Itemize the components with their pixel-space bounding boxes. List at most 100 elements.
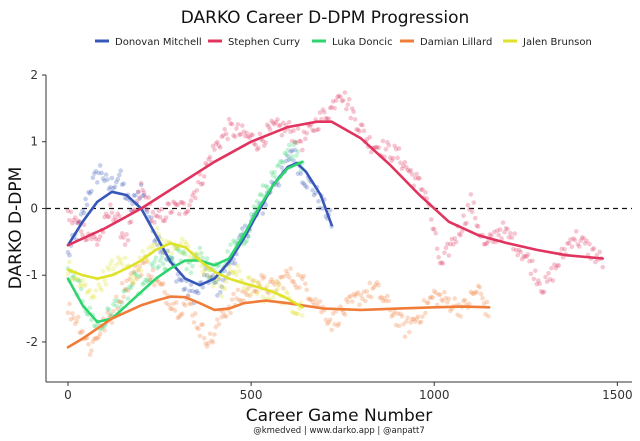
data-point (105, 177, 110, 182)
data-point (414, 316, 419, 321)
data-point (339, 98, 345, 104)
data-point (450, 242, 456, 247)
data-point (505, 226, 510, 232)
data-point (175, 202, 181, 207)
data-point (247, 135, 252, 140)
data-point (342, 90, 348, 95)
data-point (226, 271, 232, 276)
data-point (294, 285, 299, 291)
data-point (264, 283, 270, 288)
data-point (140, 193, 145, 198)
data-point (300, 313, 305, 318)
data-point (269, 179, 274, 185)
data-point (96, 282, 102, 287)
data-point (244, 287, 250, 293)
data-point (456, 231, 462, 237)
data-point (465, 202, 471, 208)
data-point (198, 250, 204, 256)
data-point (131, 270, 137, 276)
data-point (146, 273, 151, 278)
data-point (260, 138, 266, 144)
data-point (346, 294, 352, 300)
data-point (292, 139, 298, 145)
data-point (401, 163, 406, 169)
data-point (209, 338, 214, 343)
legend-item-stephen-curry: Stephen Curry (208, 37, 300, 48)
data-point (440, 298, 446, 304)
data-point (503, 225, 509, 231)
data-point (196, 290, 201, 296)
data-point (77, 278, 82, 284)
data-point (80, 232, 85, 238)
data-point (92, 336, 97, 342)
data-point (409, 316, 415, 322)
data-point (594, 252, 600, 258)
data-point (122, 255, 128, 261)
data-point (114, 294, 119, 300)
data-point (90, 175, 96, 181)
data-point (118, 234, 124, 240)
data-point (156, 232, 162, 237)
data-point (191, 190, 197, 195)
data-point (294, 153, 299, 158)
data-point (335, 323, 340, 328)
data-point (194, 188, 200, 193)
data-point (244, 238, 250, 244)
data-point (89, 188, 94, 194)
data-point (65, 310, 71, 316)
data-point (121, 235, 126, 240)
data-point (437, 260, 443, 266)
data-point (237, 132, 242, 138)
data-point (472, 215, 478, 221)
data-point (256, 280, 261, 286)
data-point (426, 300, 431, 306)
data-point (363, 298, 368, 304)
data-point (131, 193, 137, 198)
data-point (212, 332, 217, 337)
data-point (200, 255, 206, 261)
data-point (181, 301, 187, 306)
data-point (283, 152, 289, 157)
data-point (574, 229, 579, 234)
data-point (467, 207, 472, 212)
data-point (179, 236, 185, 242)
legend-label: Stephen Curry (228, 37, 300, 48)
data-point (124, 287, 129, 292)
data-point (251, 278, 257, 284)
data-point (115, 255, 121, 260)
data-point (216, 321, 222, 327)
data-point (150, 209, 156, 215)
data-point (241, 241, 247, 247)
data-point (160, 281, 166, 286)
data-point (286, 275, 292, 280)
data-point (279, 274, 285, 280)
data-point (138, 182, 144, 188)
data-point (74, 275, 80, 281)
data-point (89, 295, 94, 301)
data-point (327, 105, 333, 111)
data-point (254, 147, 260, 152)
data-point (314, 301, 320, 306)
data-point (181, 201, 187, 206)
data-point (289, 278, 295, 284)
data-point (382, 296, 387, 301)
data-point (89, 317, 94, 323)
data-point (83, 196, 88, 202)
data-point (559, 246, 564, 252)
data-point (452, 296, 458, 301)
data-point (253, 142, 258, 148)
data-point (330, 311, 336, 316)
data-point (386, 143, 392, 148)
data-point (127, 284, 132, 290)
data-point (260, 276, 266, 281)
data-point (168, 306, 173, 312)
data-point (137, 195, 143, 200)
data-point (141, 260, 147, 265)
data-point (228, 310, 233, 316)
data-point (119, 280, 125, 286)
data-point (282, 150, 288, 156)
data-point (130, 278, 135, 284)
data-point (281, 160, 286, 165)
data-point (225, 249, 230, 254)
data-point (68, 209, 74, 215)
